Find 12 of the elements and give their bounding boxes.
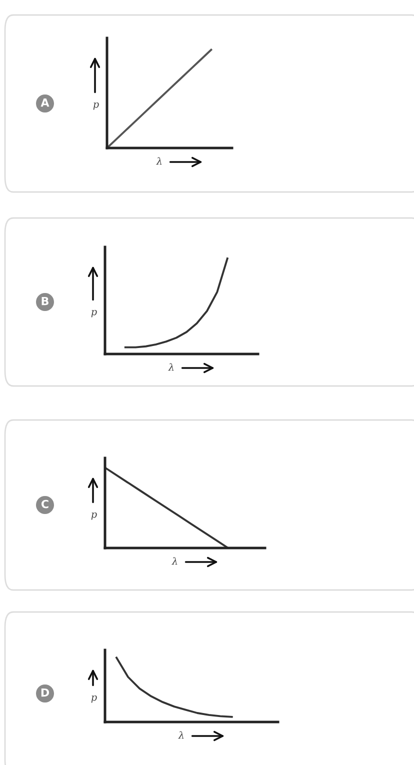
text: C [41,500,48,508]
text: B [42,296,48,306]
text: A [40,98,50,107]
text: D [41,688,50,697]
x-axis-title: λ [168,363,174,371]
y-axis-title: p [91,512,97,520]
y-axis-title: p [91,310,97,318]
x-axis-title: λ [156,157,162,165]
y-axis-title: p [91,696,97,703]
x-axis-title: λ [178,731,184,739]
x-axis-title: λ [172,557,178,565]
y-axis-title: p [93,102,99,110]
